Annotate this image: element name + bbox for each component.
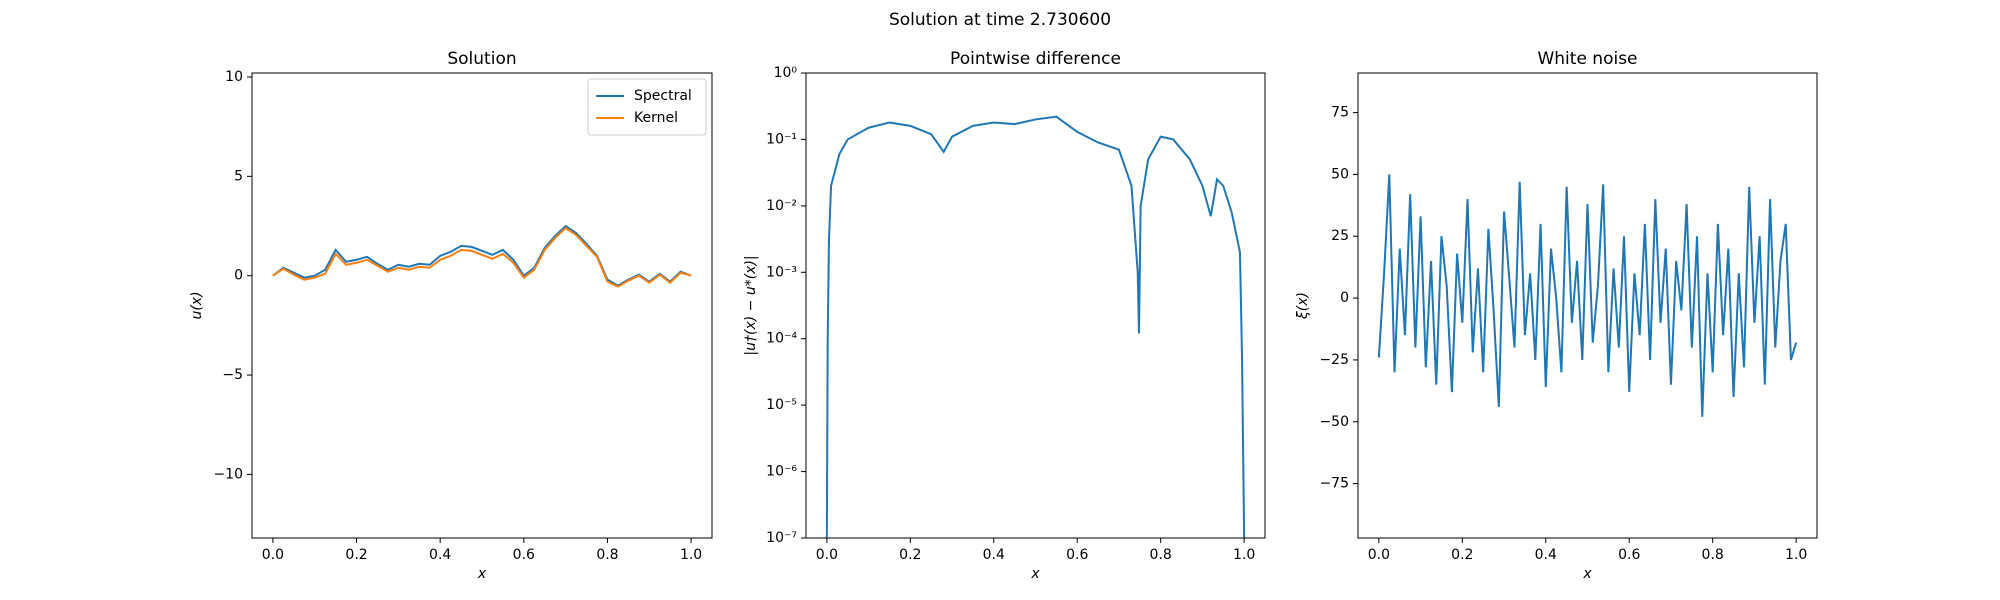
y-tick-label: 5 [234,168,243,184]
y-tick-label: −25 [1319,352,1349,368]
x-tick-label: 0.4 [983,547,1005,563]
legend-label: Kernel [634,110,678,126]
y-axis-label: |u†(x) − u*(x)| [743,255,759,355]
y-tick-label: 10⁰ [774,65,798,81]
y-tick-label: 10⁻¹ [766,131,797,147]
axes-title: Pointwise difference [950,49,1121,69]
x-tick-label: 0.2 [899,547,921,563]
axes-title: White noise [1537,49,1637,69]
axes-frame [805,72,1266,539]
y-tick-label: 0 [234,268,243,284]
x-tick-label: 0.8 [1150,547,1172,563]
series-line [272,226,692,288]
y-axis-label: u(x) [189,291,205,319]
axes-frame [1357,72,1818,539]
y-tick-label: 10⁻⁵ [766,397,797,413]
x-tick-label: 0.8 [1702,547,1724,563]
x-tick-label: 1.0 [1785,547,1807,563]
series-line [1377,174,1798,417]
figure-title: Solution at time 2.730600 [889,10,1111,30]
x-axis-label: x [1582,566,1592,582]
x-tick-label: 0.0 [262,547,284,563]
legend-box [587,78,707,136]
y-tick-label: −10 [213,466,243,482]
legend-label: Spectral [634,88,692,104]
x-tick-label: 0.6 [513,547,535,563]
y-tick-label: −75 [1319,476,1349,492]
series-line [825,115,1246,538]
y-tick-label: 0 [1340,290,1349,306]
axes-title: Solution [447,49,516,69]
y-tick-label: 10 [225,69,243,85]
y-tick-label: 10⁻⁷ [766,530,797,546]
y-tick-label: 10⁻⁴ [766,331,797,347]
y-tick-label: 10⁻² [766,198,797,214]
x-tick-label: 0.4 [1535,547,1557,563]
y-tick-label: 50 [1331,166,1349,182]
y-tick-label: 10⁻³ [766,264,797,280]
x-tick-label: 1.0 [1233,547,1255,563]
x-tick-label: 0.2 [1451,547,1473,563]
y-tick-label: 10⁻⁶ [766,464,797,480]
x-tick-label: 0.4 [429,547,451,563]
x-tick-label: 0.0 [1368,547,1390,563]
x-tick-label: 0.6 [1618,547,1640,563]
y-tick-label: 75 [1331,105,1349,121]
x-tick-label: 1.0 [680,547,702,563]
y-tick-label: −5 [222,367,243,383]
axes-frame [251,72,713,539]
x-tick-label: 0.2 [345,547,367,563]
y-tick-label: −50 [1319,414,1349,430]
x-axis-label: x [1030,566,1040,582]
x-axis-label: x [477,566,487,582]
y-axis-label: ξ(x) [1295,292,1311,320]
x-tick-label: 0.6 [1066,547,1088,563]
x-tick-label: 0.0 [816,547,838,563]
y-tick-label: 25 [1331,228,1349,244]
x-tick-label: 0.8 [596,547,618,563]
